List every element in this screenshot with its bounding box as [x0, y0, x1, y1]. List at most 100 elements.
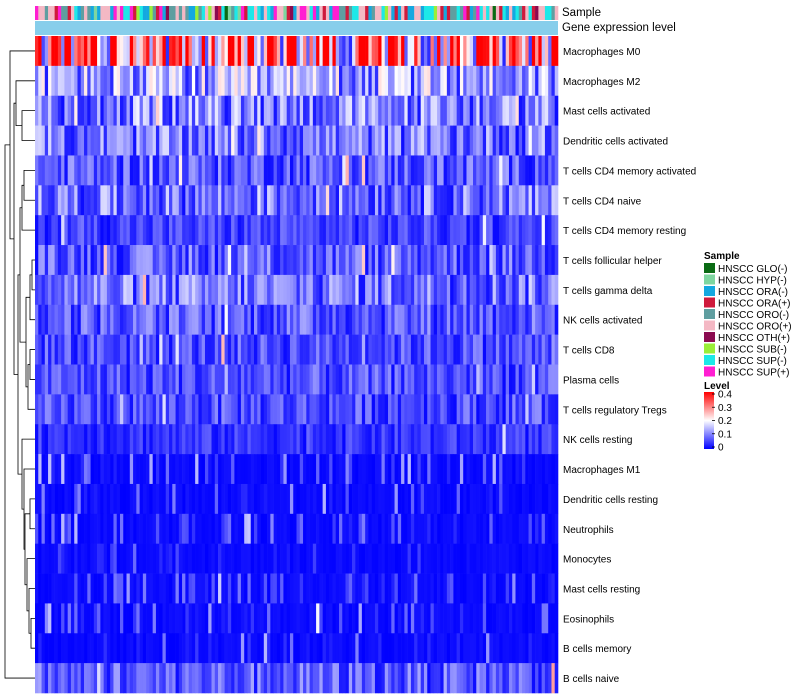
heatmap-cell — [397, 334, 402, 365]
heatmap-cell — [110, 483, 114, 515]
heatmap-cell — [159, 125, 163, 156]
heatmap-cell — [113, 125, 118, 156]
heatmap-cell — [352, 215, 356, 246]
heatmap-cell — [414, 304, 418, 335]
heatmap-cell — [345, 513, 350, 544]
heatmap-cell — [237, 513, 242, 544]
heatmap-cell — [423, 573, 428, 604]
heatmap-cell — [280, 185, 284, 216]
heatmap-cell — [162, 36, 167, 67]
heatmap-cell — [453, 573, 457, 604]
heatmap-cell — [87, 603, 91, 634]
heatmap-cell — [325, 274, 330, 306]
heatmap-cell — [113, 483, 118, 515]
heatmap-cell — [133, 36, 137, 67]
heatmap-cell — [528, 304, 533, 335]
heatmap-cell — [463, 364, 467, 395]
heatmap-cell — [97, 513, 101, 544]
heatmap-cell — [423, 125, 428, 156]
heatmap-cell — [159, 573, 163, 604]
heatmap-cell — [482, 483, 487, 515]
heatmap-cell — [270, 633, 274, 664]
heatmap-cell — [414, 185, 418, 216]
heatmap-cell — [332, 95, 337, 126]
sample-cell — [250, 6, 255, 20]
heatmap-cell — [146, 304, 150, 335]
heatmap-cell — [522, 603, 526, 634]
heatmap-cell — [64, 125, 68, 156]
heatmap-cell — [77, 663, 82, 694]
heatmap-cell — [502, 424, 506, 455]
heatmap-cell — [381, 334, 386, 365]
heatmap-cell — [495, 603, 500, 634]
heatmap-cell — [345, 274, 350, 306]
heatmap-cell — [142, 36, 147, 67]
heatmap-cell — [414, 364, 418, 395]
heatmap-cell — [361, 424, 366, 455]
heatmap-cell — [67, 245, 72, 276]
heatmap-cell — [198, 304, 203, 335]
heatmap-cell — [155, 513, 160, 544]
heatmap-cell — [224, 125, 229, 156]
heatmap-cell — [289, 36, 294, 67]
heatmap-cell — [538, 603, 542, 634]
heatmap-cell — [93, 513, 98, 544]
heatmap-cell — [198, 95, 203, 126]
heatmap-cell — [244, 304, 248, 335]
heatmap-cell — [433, 543, 438, 574]
heatmap-cell — [74, 125, 78, 156]
heatmap-cell — [198, 274, 203, 306]
heatmap-cell — [64, 304, 68, 335]
heatmap-cell — [237, 95, 242, 126]
heatmap-cell — [231, 424, 235, 455]
heatmap-cell — [348, 274, 353, 306]
heatmap-cell — [338, 364, 343, 395]
heatmap-cell — [208, 65, 212, 97]
heatmap-cell — [486, 155, 490, 186]
heatmap-cell — [361, 215, 366, 246]
heatmap-cell — [450, 215, 454, 246]
heatmap-cell — [80, 334, 85, 365]
heatmap-cell — [309, 543, 314, 574]
heatmap-cell — [146, 155, 150, 186]
heatmap-cell — [319, 424, 323, 455]
heatmap-cell — [289, 274, 294, 306]
heatmap-cell — [289, 364, 294, 395]
heatmap-cell — [414, 513, 418, 544]
heatmap-cell — [172, 36, 176, 67]
heatmap-cell — [204, 215, 209, 246]
heatmap-cell — [388, 245, 392, 276]
sample-cell — [473, 6, 477, 20]
heatmap-cell — [508, 274, 513, 306]
heatmap-cell — [456, 573, 461, 604]
heatmap-cell — [146, 633, 150, 664]
heatmap-cell — [322, 185, 327, 216]
heatmap-cell — [309, 185, 314, 216]
heatmap-cell — [417, 364, 422, 395]
heatmap-cell — [525, 215, 529, 246]
heatmap-cell — [51, 483, 55, 515]
heatmap-cell — [93, 155, 98, 186]
heatmap-cell — [374, 36, 379, 67]
heatmap-cell — [267, 65, 271, 97]
heatmap-cell — [554, 95, 559, 126]
heatmap-cell — [443, 394, 448, 425]
sample-cell — [244, 6, 248, 20]
heatmap-cell — [459, 125, 464, 156]
heatmap-cell — [155, 36, 160, 67]
heatmap-cell — [404, 454, 408, 485]
heatmap-cell — [247, 633, 252, 664]
heatmap-cell — [443, 304, 448, 335]
heatmap-cell — [535, 633, 539, 664]
heatmap-cell — [410, 543, 415, 574]
heatmap-cell — [188, 304, 193, 335]
heatmap-cell — [208, 424, 212, 455]
heatmap-cell — [70, 245, 75, 276]
heatmap-cell — [365, 364, 369, 395]
heatmap-cell — [139, 454, 144, 485]
heatmap-cell — [188, 543, 193, 574]
heatmap-cell — [303, 603, 307, 634]
heatmap-cell — [90, 245, 95, 276]
heatmap-cell — [515, 185, 520, 216]
heatmap-cell — [463, 304, 467, 335]
